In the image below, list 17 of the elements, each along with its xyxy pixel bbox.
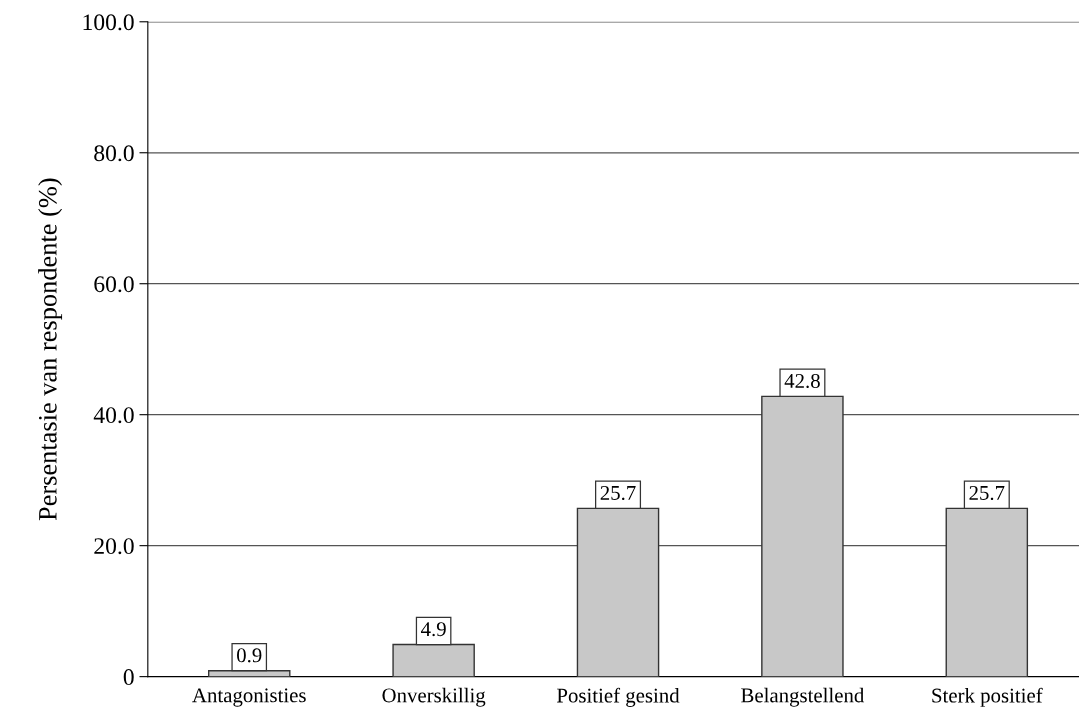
- y-tick-label: 60.0: [94, 276, 134, 293]
- data-label: 25.7: [600, 485, 636, 501]
- y-tick-label: 100.0: [83, 14, 134, 31]
- y-axis-title: Persentasie van respondente (%): [38, 178, 63, 521]
- x-tick-label: Positief gesind: [556, 687, 680, 707]
- y-tick-label: 80.0: [94, 145, 134, 162]
- data-label: 42.8: [784, 373, 820, 389]
- x-tick-label: Sterk positief: [932, 687, 1043, 707]
- y-tick-label: 40.0: [93, 407, 134, 424]
- x-tick-label: Antagonisties: [192, 688, 306, 707]
- y-tick-label: 0: [123, 669, 134, 686]
- data-label: 0.9: [237, 648, 262, 663]
- y-tick-label: 20.0: [94, 538, 134, 555]
- data-label: 25.7: [969, 485, 1005, 501]
- data-label: 4.9: [421, 622, 446, 637]
- x-tick-label: Onverskillig: [382, 687, 486, 707]
- x-tick-label: Belangstellend: [741, 687, 865, 707]
